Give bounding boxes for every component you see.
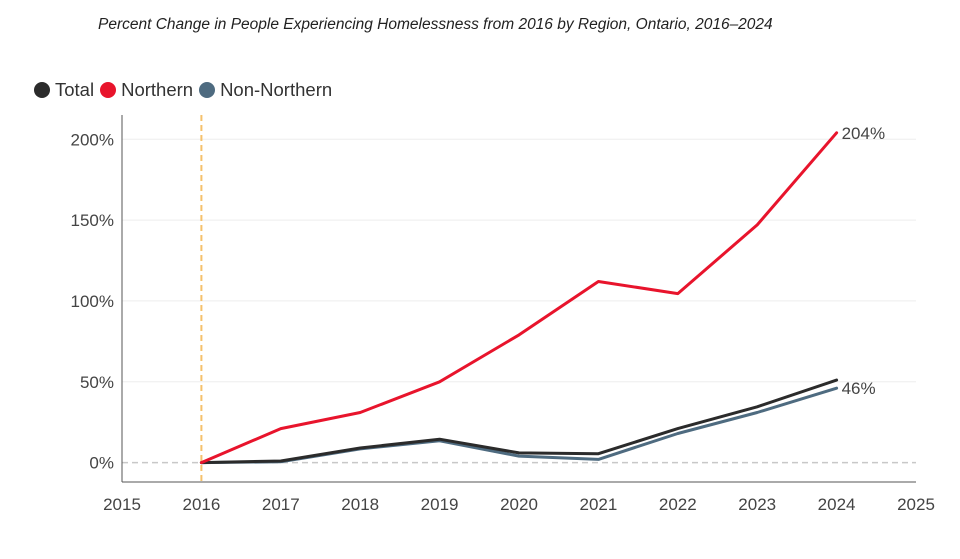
series-line-total [199,378,839,465]
legend-label-non-northern: Non-Northern [220,79,333,100]
x-tick-label: 2017 [262,495,300,514]
x-tick-label: 2019 [421,495,459,514]
y-tick-label: 100% [71,292,114,311]
legend-label-total: Total [55,79,95,100]
x-tick-label: 2024 [818,495,856,514]
x-tick-label: 2025 [897,495,935,514]
x-tick-label: 2022 [659,495,697,514]
legend-item-non-northern: Non-Northern [199,79,332,101]
y-tick-label: 0% [89,454,114,473]
y-tick-label: 200% [71,130,114,149]
end-label-non-northern: 46% [842,379,876,398]
chart-title: Percent Change in People Experiencing Ho… [98,16,773,33]
legend-item-total: Total [34,79,94,101]
chart-legend: Total Northern Non-Northern [34,79,338,101]
legend-swatch-northern [100,82,117,98]
y-tick-label: 50% [80,373,114,392]
y-tick-label: 150% [71,211,114,230]
x-tick-label: 2015 [103,495,141,514]
x-tick-label: 2020 [500,495,538,514]
legend-swatch-non-northern [199,82,216,98]
legend-label-northern: Northern [121,79,194,100]
series-line-northern [199,131,839,465]
x-tick-label: 2016 [182,495,220,514]
legend-item-northern: Northern [100,79,193,101]
x-tick-label: 2018 [341,495,379,514]
x-tick-label: 2021 [579,495,617,514]
end-label-northern: 204% [842,124,885,143]
legend-swatch-total [34,82,50,98]
x-tick-label: 2023 [738,495,776,514]
